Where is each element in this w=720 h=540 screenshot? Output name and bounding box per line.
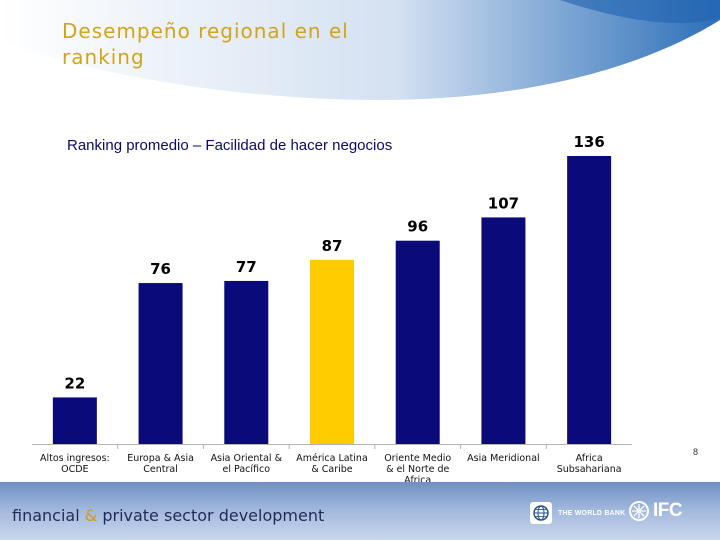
data-label-5: 107 [488, 194, 519, 212]
bar-3 [310, 259, 354, 444]
category-label-3-0: América Latina [296, 453, 368, 464]
category-label-3-1: & Caribe [311, 464, 352, 475]
bar-2 [224, 280, 269, 444]
ifc-label: IFC [653, 500, 683, 521]
category-label-0-0: Altos ingresos: [40, 453, 110, 464]
category-label-5-0: Asia Meridional [467, 453, 539, 464]
world-bank-logo: THE WORLD BANK [530, 502, 625, 524]
page-number: 8 [693, 447, 699, 457]
chart-title: Ranking promedio – Facilidad de hacer ne… [67, 137, 393, 154]
footer-text-rest: private sector development [102, 506, 325, 525]
header-decoration [0, 0, 720, 106]
bar-chart: 22 Altos ingresos:OCDE 76 Europa & AsiaCent… [32, 133, 632, 482]
data-label-0: 22 [64, 374, 85, 392]
category-label-6-1: Subsahariana [557, 464, 622, 475]
data-label-1: 76 [150, 260, 171, 278]
data-label-3: 87 [322, 237, 343, 255]
footer-bar: financial & private sector development T… [0, 482, 720, 540]
bar-1 [138, 283, 183, 444]
category-label-1-1: Central [143, 464, 178, 475]
bar-4 [395, 240, 440, 444]
category-label-6-0: Africa [576, 453, 603, 464]
category-label-4-1: & el Norte de [386, 464, 449, 475]
category-label-4-2: Africa [404, 475, 431, 482]
world-bank-label: THE WORLD BANK [558, 509, 626, 517]
footer-text-financial: financial [12, 506, 80, 525]
footer-tagline: financial & private sector development [12, 506, 324, 525]
category-label-2-0: Asia Oriental & [211, 453, 283, 464]
bar-5 [481, 217, 526, 444]
data-label-6: 136 [573, 133, 604, 151]
world-bank-globe-icon [530, 502, 552, 524]
footer-text-amp: & [84, 506, 98, 525]
bar-6 [567, 156, 612, 444]
category-label-2-1: el Pacífico [223, 464, 271, 475]
data-label-2: 77 [236, 258, 257, 276]
slide-title: Desempeño regional en el ranking [62, 19, 349, 69]
data-label-4: 96 [407, 218, 428, 236]
ifc-emblem-icon [629, 501, 649, 521]
ifc-logo: IFC [628, 500, 683, 522]
bar-0 [52, 397, 97, 444]
category-label-4-0: Oriente Medio [384, 453, 451, 464]
category-label-0-1: OCDE [61, 464, 88, 475]
category-label-1-0: Europa & Asia [127, 453, 194, 464]
